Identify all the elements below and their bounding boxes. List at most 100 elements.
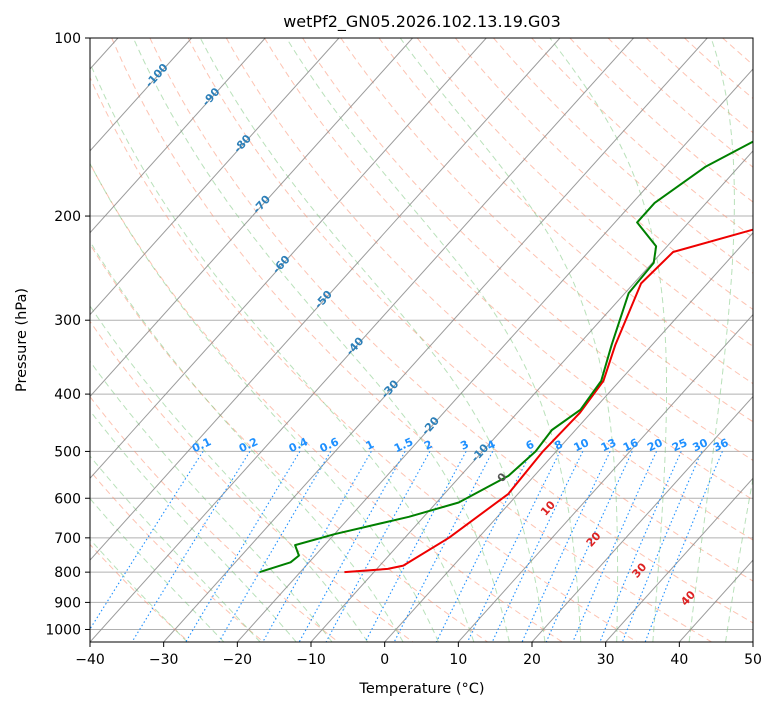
moist-adiabat-line bbox=[90, 240, 404, 642]
mixing-ratio-line bbox=[325, 451, 431, 642]
dry-adiabat-line bbox=[90, 470, 264, 642]
moist-adiabat-line bbox=[90, 455, 261, 642]
y-tick-label: 400 bbox=[54, 387, 81, 403]
moist-adiabat-line bbox=[688, 38, 735, 642]
plot-frame bbox=[89, 37, 754, 643]
dry-adiabat-line bbox=[149, 38, 753, 624]
x-tick-label: 0 bbox=[380, 652, 389, 668]
isotherm-line bbox=[90, 38, 340, 316]
x-tick-label: 50 bbox=[744, 652, 762, 668]
moist-adiabat-line bbox=[286, 38, 582, 642]
temperature-profile-line bbox=[344, 228, 753, 574]
mixing-ratio-line bbox=[491, 451, 584, 642]
plot-area bbox=[90, 38, 753, 642]
chart-title: wetPf2_GN05.2026.102.13.19.G03 bbox=[283, 12, 561, 32]
isotherm-line bbox=[236, 68, 753, 642]
dry-adiabat-line bbox=[378, 38, 753, 385]
mixing-ratio-line bbox=[545, 451, 633, 642]
mixing-ratio-line bbox=[298, 451, 406, 642]
dry-adiabat-line bbox=[569, 38, 753, 203]
mixing-ratio-label: 10 bbox=[572, 436, 592, 454]
dry-adiabat-line bbox=[111, 38, 712, 642]
y-tick-label: 100 bbox=[54, 31, 81, 47]
sounding-profiles bbox=[259, 140, 753, 574]
y-axis-label: Pressure (hPa) bbox=[14, 288, 30, 392]
x-tick-label: −20 bbox=[223, 652, 253, 668]
moist-adiabat-line bbox=[725, 475, 753, 642]
mixing-ratio-label: 20 bbox=[645, 436, 665, 454]
y-tick-label: 600 bbox=[54, 491, 81, 507]
y-tick-label: 800 bbox=[54, 565, 81, 581]
background-lines bbox=[90, 38, 775, 642]
isotherm-line bbox=[90, 38, 413, 398]
dry-adiabat-line bbox=[531, 38, 753, 239]
x-tick-label: 20 bbox=[523, 652, 541, 668]
x-tick-label: −30 bbox=[149, 652, 179, 668]
isotherm-line bbox=[90, 38, 266, 234]
isotherm-line bbox=[457, 313, 753, 642]
moist-adiabat-line bbox=[549, 38, 667, 642]
dry-adiabat-line bbox=[264, 38, 753, 501]
isotherm-line bbox=[90, 38, 561, 561]
mixing-ratio-line bbox=[521, 451, 611, 642]
dry-adiabat-line bbox=[90, 320, 414, 642]
y-tick-label: 1000 bbox=[45, 622, 81, 638]
isotherm-line bbox=[531, 395, 753, 642]
dewpoint-profile-line bbox=[259, 140, 753, 574]
mixing-ratio-label: 30 bbox=[691, 436, 711, 454]
mixing-ratio-line bbox=[218, 451, 332, 642]
mixing-ratio-line bbox=[467, 451, 561, 642]
moist-adiabat-line bbox=[90, 162, 439, 642]
y-tick-label: 900 bbox=[54, 595, 81, 611]
dry-adiabat-line bbox=[416, 38, 753, 347]
mixing-ratio-line bbox=[621, 451, 703, 642]
isotherm-line bbox=[310, 150, 753, 642]
isotherm-line bbox=[752, 641, 753, 642]
dry-adiabat-line bbox=[90, 395, 339, 642]
isotherm-line bbox=[90, 38, 192, 152]
mixing-ratio-line bbox=[90, 451, 204, 631]
y-tick-label: 200 bbox=[54, 209, 81, 225]
y-tick-label: 500 bbox=[54, 444, 81, 460]
isotherm-line bbox=[90, 38, 487, 480]
mixing-ratio-line bbox=[364, 451, 467, 642]
dry-adiabat-line bbox=[187, 38, 753, 582]
moist-adiabat-line bbox=[90, 360, 333, 642]
dry-adiabat-line bbox=[90, 243, 488, 642]
dry-adiabat-line bbox=[302, 38, 753, 462]
mixing-ratio-line bbox=[131, 451, 251, 642]
x-tick-label: 30 bbox=[597, 652, 615, 668]
moist-adiabat-line bbox=[90, 61, 475, 642]
mixing-ratio-line bbox=[599, 451, 682, 642]
moist-adiabat-line bbox=[90, 410, 297, 642]
dry-adiabat-line bbox=[90, 76, 638, 642]
dry-adiabat-line bbox=[340, 38, 753, 423]
dry-adiabat-line bbox=[225, 38, 753, 541]
x-tick-label: −10 bbox=[296, 652, 326, 668]
y-axis: 100 200 300 400 500 600 700 800 900 1000 bbox=[45, 31, 90, 638]
moist-adiabat-line bbox=[132, 38, 510, 642]
x-tick-label: −40 bbox=[75, 652, 105, 668]
y-tick-label: 700 bbox=[54, 531, 81, 547]
isotherm-line bbox=[90, 38, 634, 642]
mixing-ratio-line bbox=[185, 451, 301, 642]
x-axis-label: Temperature (°C) bbox=[358, 681, 484, 697]
mixing-ratio-label: 13 bbox=[599, 436, 618, 454]
y-tick-label: 300 bbox=[54, 313, 81, 329]
moist-adiabat-line bbox=[90, 305, 369, 642]
dry-adiabat-line bbox=[761, 38, 775, 642]
isotherm-line bbox=[605, 477, 753, 642]
dry-adiabat-line bbox=[90, 162, 563, 642]
moist-adiabat-line bbox=[399, 38, 619, 642]
mixing-ratio-line bbox=[262, 451, 372, 642]
mixing-ratio-label: 25 bbox=[670, 436, 689, 454]
x-tick-label: 10 bbox=[449, 652, 467, 668]
x-axis: −40 −30 −20 −10 0 10 20 30 40 50 bbox=[75, 642, 762, 668]
mixing-ratio-label: 16 bbox=[621, 436, 641, 454]
moist-adiabat-line bbox=[199, 38, 546, 642]
isotherm-line bbox=[384, 231, 753, 642]
x-tick-label: 40 bbox=[670, 652, 688, 668]
isotherm-line bbox=[163, 38, 708, 642]
mixing-ratio-line bbox=[572, 451, 657, 642]
